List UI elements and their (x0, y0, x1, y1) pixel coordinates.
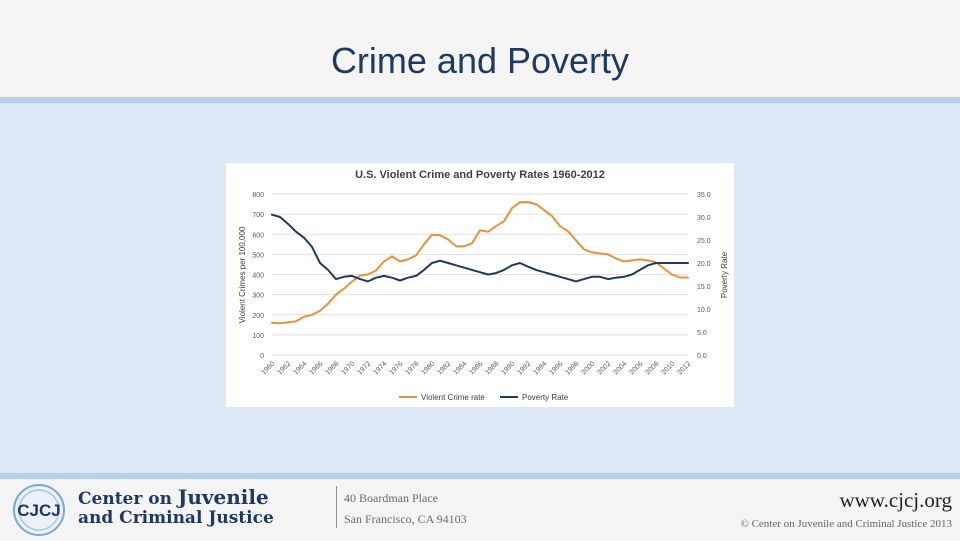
x-tick-label: 1992 (516, 360, 532, 376)
x-tick-label: 1972 (356, 360, 372, 376)
y-tick-label: 0 (260, 353, 264, 360)
address: 40 Boardman Place San Francisco, CA 9410… (344, 488, 467, 530)
y2-tick-label: 15.0 (697, 284, 711, 291)
chart-title: U.S. Violent Crime and Poverty Rates 196… (355, 169, 605, 181)
y-tick-label: 500 (252, 252, 264, 259)
y-axis-ticks: 800 700 600 500 400 300 200 100 0 (252, 192, 264, 360)
y-tick-label: 600 (252, 232, 264, 239)
x-tick-label: 2012 (676, 360, 692, 376)
x-tick-label: 1974 (372, 360, 388, 376)
x-tick-label: 1968 (324, 360, 340, 376)
y2-tick-label: 20.0 (697, 261, 711, 268)
gridlines (272, 193, 688, 356)
y2-tick-label: 30.0 (697, 215, 711, 222)
y-tick-label: 800 (252, 192, 264, 199)
legend-crime-label: Violent Crime rate (421, 393, 485, 402)
y-tick-label: 100 (252, 333, 264, 340)
x-tick-label: 2004 (612, 360, 628, 376)
x-tick-label: 2010 (660, 360, 676, 376)
logo-wordmark: Center on Juvenile and Criminal Justice (78, 485, 274, 528)
series-lines (271, 201, 689, 325)
website-link[interactable]: www.cjcj.org (839, 488, 952, 512)
cjcj-seal-text: CJCJ (17, 501, 60, 520)
y-tick-label: 400 (252, 273, 264, 280)
y-tick-label: 200 (252, 313, 264, 320)
logo-line-2: and Criminal Justice (78, 508, 274, 528)
x-tick-label: 1984 (452, 360, 468, 376)
slide-footer (0, 479, 960, 540)
x-tick-label: 1994 (532, 360, 548, 376)
y-tick-label: 300 (252, 293, 264, 300)
x-tick-label: 1996 (548, 360, 564, 376)
logo-line-1: Center on Juvenile (78, 485, 274, 509)
x-tick-label: 2000 (580, 360, 596, 376)
poverty-rate-line (271, 213, 689, 283)
x-tick-label: 1964 (292, 360, 308, 376)
footer-divider (336, 486, 337, 528)
y2-tick-label: 0.0 (697, 353, 707, 360)
y-tick-label: 700 (252, 212, 264, 219)
x-axis-ticks: 1960 1962 1964 1966 1968 1970 1972 1974 1976 1978… (260, 360, 692, 376)
x-tick-label: 1982 (436, 360, 452, 376)
bottom-divider-band (0, 473, 960, 479)
x-tick-label: 1966 (308, 360, 324, 376)
y2-axis-ticks: 35.0 30.0 25.0 20.0 15.0 10.0 5.0 0.0 (697, 192, 711, 360)
top-divider-band (0, 97, 960, 103)
x-tick-label: 1998 (564, 360, 580, 376)
copyright-text: © Center on Juvenile and Criminal Justic… (740, 518, 952, 530)
legend: Violent Crime rate Poverty Rate (399, 393, 569, 402)
y2-tick-label: 10.0 (697, 307, 711, 314)
cjcj-seal-icon: CJCJ (13, 484, 65, 536)
y-axis-label: Violent Crimes per 100,000 (238, 226, 247, 323)
y2-tick-label: 25.0 (697, 238, 711, 245)
x-tick-label: 1962 (276, 360, 292, 376)
x-tick-label: 1960 (260, 360, 276, 376)
logo-line-1-prefix: Center on (78, 489, 178, 509)
x-tick-label: 2002 (596, 360, 612, 376)
legend-poverty-label: Poverty Rate (522, 393, 569, 402)
address-line-2: San Francisco, CA 94103 (344, 512, 467, 526)
slide-header: Crime and Poverty (0, 0, 960, 97)
slide-title: Crime and Poverty (330, 40, 630, 81)
y2-tick-label: 35.0 (697, 192, 711, 199)
x-tick-label: 1970 (340, 360, 356, 376)
x-tick-label: 1986 (468, 360, 484, 376)
cjcj-logo: CJCJ Center on Juvenile and Criminal Jus… (8, 484, 278, 536)
y2-axis-label: Poverty Rate (720, 251, 729, 298)
crime-poverty-chart: U.S. Violent Crime and Poverty Rates 196… (238, 169, 729, 402)
y2-tick-label: 5.0 (697, 330, 707, 337)
x-tick-label: 1990 (500, 360, 516, 376)
address-line-1: 40 Boardman Place (344, 491, 438, 505)
x-tick-label: 1980 (420, 360, 436, 376)
violent-crime-line (271, 201, 689, 325)
chart-card: U.S. Violent Crime and Poverty Rates 196… (226, 163, 734, 407)
x-tick-label: 1976 (388, 360, 404, 376)
x-tick-label: 2006 (628, 360, 644, 376)
x-tick-label: 2008 (644, 360, 660, 376)
x-tick-label: 1978 (404, 360, 420, 376)
logo-line-1-emphasis: Juvenile (177, 485, 269, 509)
x-tick-label: 1988 (484, 360, 500, 376)
